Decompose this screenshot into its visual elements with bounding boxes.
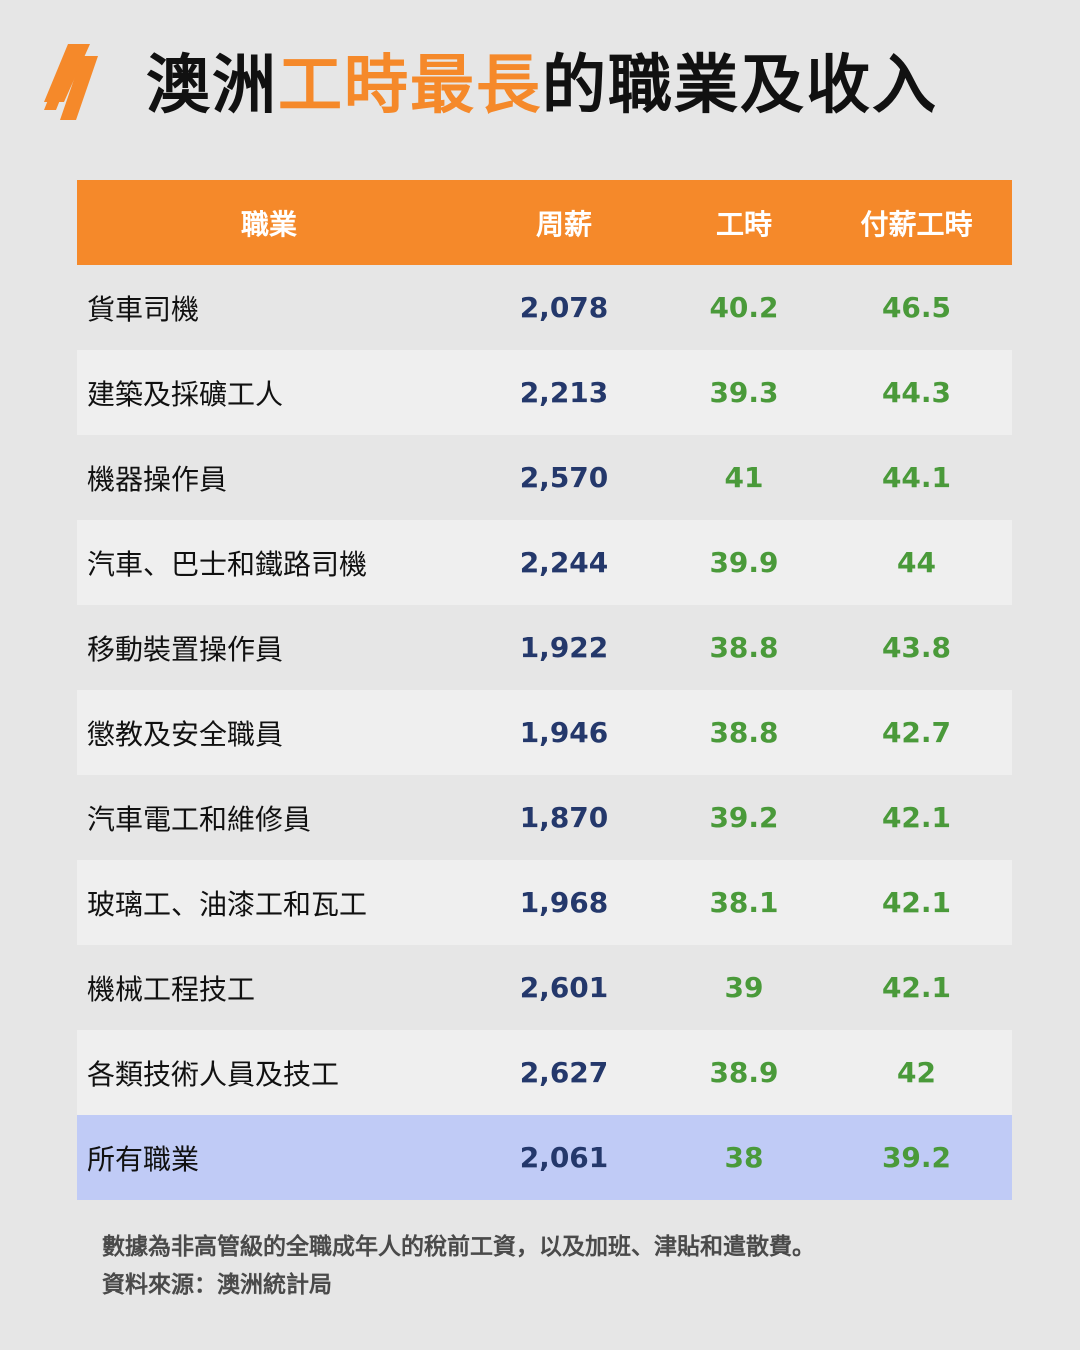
header-weekly-pay: 周薪 — [535, 207, 592, 241]
page-title: 澳洲工時最長的職業及收入 — [146, 54, 938, 118]
paid-hours-cell: 42 — [897, 1056, 936, 1089]
header: 澳洲工時最長的職業及收入 — [38, 38, 1048, 148]
sbs-logo-icon — [44, 44, 98, 120]
weekly-pay-cell: 2,061 — [519, 1141, 609, 1174]
title-highlight: 工時最長 — [278, 49, 542, 123]
table-row: 機器操作員 2,570 41 44.1 — [77, 435, 1012, 520]
table-body: 貨車司機 2,078 40.2 46.5 建築及採礦工人 2,213 39.3 44.3 機器操… — [77, 265, 1012, 1200]
table-row: 玻璃工、油漆工和瓦工 1,968 38.1 42.1 — [77, 860, 1012, 945]
header-hours: 工時 — [715, 207, 772, 241]
weekly-pay-cell: 1,922 — [519, 631, 609, 664]
occupation-cell: 懲教及安全職員 — [87, 717, 284, 751]
hours-cell: 38.9 — [709, 1056, 779, 1089]
weekly-pay-cell: 1,946 — [519, 716, 609, 749]
footnote: 數據為非高管級的全職成年人的稅前工資，以及加班、津貼和遣散費。 資料來源：澳洲統… — [102, 1228, 815, 1304]
weekly-pay-cell: 2,570 — [519, 461, 609, 494]
hours-cell: 39 — [724, 971, 764, 1004]
paid-hours-cell: 42.1 — [881, 971, 952, 1004]
occupation-cell: 機械工程技工 — [87, 972, 256, 1006]
table-row: 懲教及安全職員 1,946 38.8 42.7 — [77, 690, 1012, 775]
weekly-pay-cell: 2,244 — [519, 546, 609, 579]
hours-cell: 38.8 — [709, 631, 779, 664]
occupation-cell: 汽車電工和維修員 — [87, 802, 312, 836]
weekly-pay-cell: 1,968 — [519, 886, 609, 919]
paid-hours-cell: 46.5 — [881, 291, 952, 324]
hours-cell: 38.8 — [709, 716, 779, 749]
occupation-cell: 汽車、巴士和鐵路司機 — [87, 547, 368, 581]
hours-cell: 39.3 — [709, 376, 779, 409]
table-row: 移動裝置操作員 1,922 38.8 43.8 — [77, 605, 1012, 690]
occupation-cell: 機器操作員 — [87, 462, 228, 496]
paid-hours-cell: 44.1 — [881, 461, 952, 494]
weekly-pay-cell: 2,601 — [519, 971, 609, 1004]
title-prefix: 澳洲 — [146, 49, 278, 123]
hours-cell: 39.9 — [709, 546, 779, 579]
paid-hours-cell: 42.1 — [881, 886, 952, 919]
table-row: 貨車司機 2,078 40.2 46.5 — [77, 265, 1012, 350]
occupation-cell: 各類技術人員及技工 — [87, 1057, 340, 1091]
weekly-pay-cell: 2,078 — [519, 291, 609, 324]
hours-cell: 41 — [724, 461, 764, 494]
weekly-pay-cell: 2,213 — [519, 376, 609, 409]
title-suffix: 的職業及收入 — [542, 49, 938, 123]
table-row: 機械工程技工 2,601 39 42.1 — [77, 945, 1012, 1030]
table-row: 汽車電工和維修員 1,870 39.2 42.1 — [77, 775, 1012, 860]
paid-hours-cell: 43.8 — [881, 631, 952, 664]
occupation-cell: 建築及採礦工人 — [87, 377, 284, 411]
table-header-row: 職業 周薪 工時 付薪工時 — [77, 180, 1012, 265]
table-row: 建築及採礦工人 2,213 39.3 44.3 — [77, 350, 1012, 435]
weekly-pay-cell: 1,870 — [519, 801, 609, 834]
occupation-cell: 移動裝置操作員 — [87, 632, 284, 666]
table-total-row: 所有職業 2,061 38 39.2 — [77, 1115, 1012, 1200]
footnote-note: 數據為非高管級的全職成年人的稅前工資，以及加班、津貼和遣散費。 — [102, 1234, 815, 1260]
table-row: 汽車、巴士和鐵路司機 2,244 39.9 44 — [77, 520, 1012, 605]
paid-hours-cell: 42.1 — [881, 801, 952, 834]
hours-cell: 38 — [724, 1141, 764, 1174]
paid-hours-cell: 44.3 — [881, 376, 952, 409]
occupation-table: 職業 周薪 工時 付薪工時 貨車司機 2,078 40.2 46.5 建築及採礦工人 2,… — [77, 180, 1012, 1200]
header-paid-hours: 付薪工時 — [860, 207, 973, 241]
paid-hours-cell: 39.2 — [881, 1141, 952, 1174]
occupation-cell: 所有職業 — [87, 1142, 200, 1176]
paid-hours-cell: 42.7 — [881, 716, 952, 749]
header-occupation: 職業 — [240, 207, 297, 241]
weekly-pay-cell: 2,627 — [519, 1056, 609, 1089]
footnote-source: 資料來源：澳洲統計局 — [102, 1272, 332, 1298]
hours-cell: 40.2 — [709, 291, 779, 324]
paid-hours-cell: 44 — [897, 546, 936, 579]
hours-cell: 39.2 — [709, 801, 779, 834]
table-row: 各類技術人員及技工 2,627 38.9 42 — [77, 1030, 1012, 1115]
occupation-cell: 貨車司機 — [87, 292, 200, 326]
hours-cell: 38.1 — [709, 886, 779, 919]
occupation-cell: 玻璃工、油漆工和瓦工 — [87, 887, 368, 921]
